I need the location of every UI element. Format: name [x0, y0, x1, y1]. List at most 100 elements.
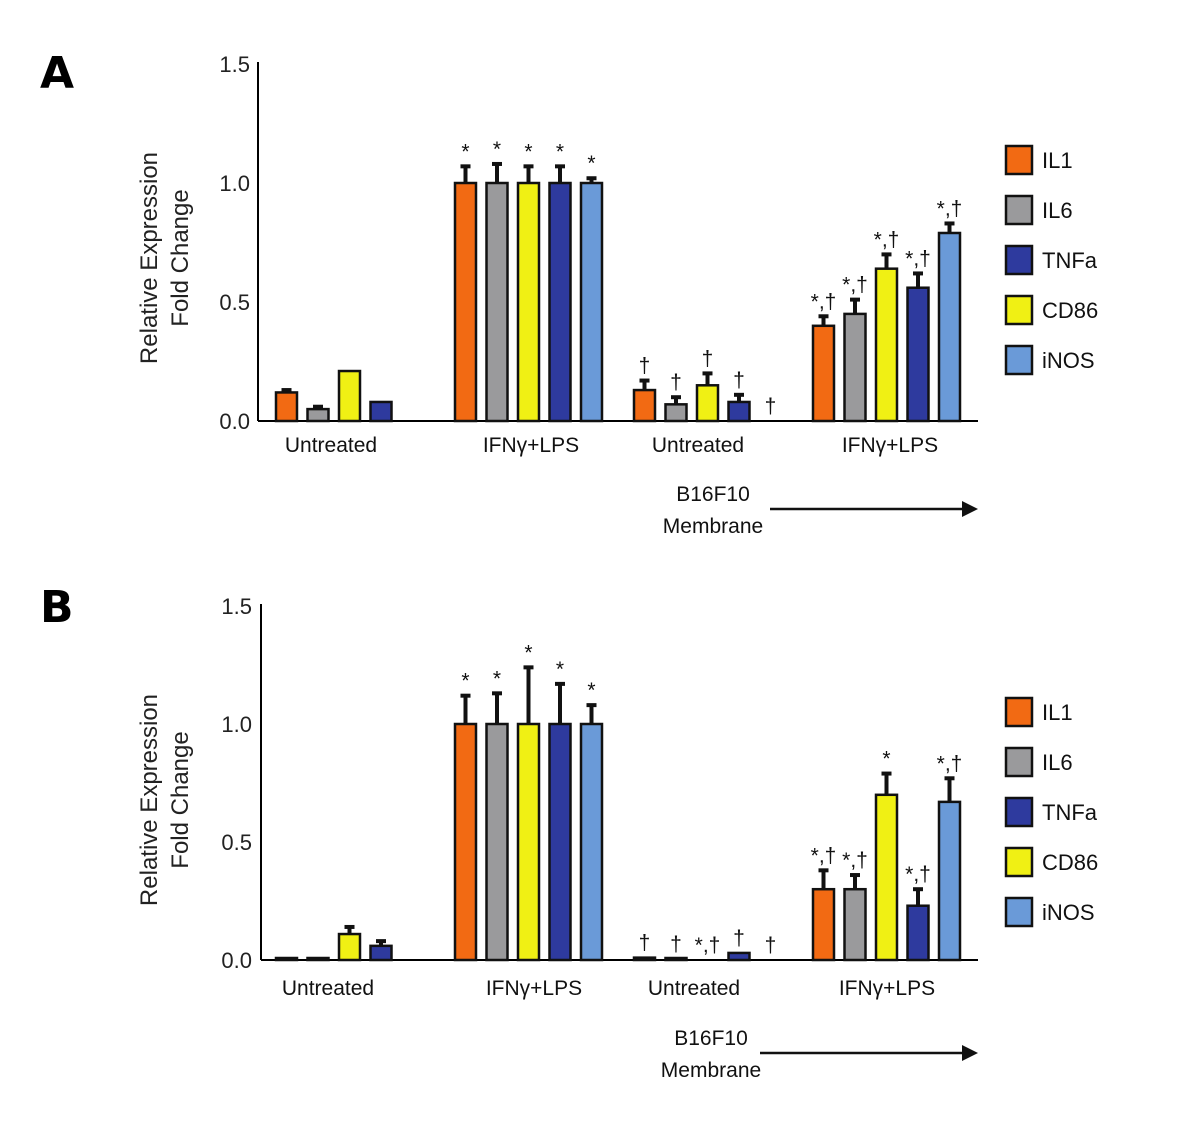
panel-b-significance-mark: * [556, 658, 564, 681]
panel-a-membrane-arrow-head [962, 501, 978, 517]
panel-a-bar-il1 [274, 391, 299, 423]
panel-b-bar-il6 [485, 722, 509, 962]
panel-b-significance-mark: † [765, 934, 777, 957]
panel-a-significance-mark: *,† [874, 228, 900, 251]
panel-a-significance-mark: * [524, 140, 532, 163]
panel-a-significance-mark: *,† [905, 247, 931, 270]
panel-a-significance-mark: *,† [937, 197, 963, 220]
panel-b-group-label: IFNγ+LPS [839, 977, 935, 1000]
panel-a-bar-inos [937, 231, 962, 423]
panel-b-letter: B [40, 582, 74, 633]
panel-a-membrane-label-line2: Membrane [663, 515, 763, 538]
panel-b-bar-cd86 [337, 932, 362, 962]
panel-b-bar-cd86 [874, 793, 899, 962]
panel-b-significance-mark: *,† [695, 934, 721, 957]
panel-a-y-tick-label: 1.5 [219, 52, 250, 77]
panel-b-legend-label-cd86: CD86 [1042, 850, 1098, 875]
panel-b-legend-swatch-inos [1004, 896, 1034, 928]
panel-a-bar-il6 [306, 407, 330, 423]
panel-b-group-label: Untreated [648, 977, 740, 1000]
panel-b-legend-label-il1: IL1 [1042, 700, 1073, 725]
panel-b-y-tick-label: 1.0 [221, 712, 252, 737]
panel-b-bar-tnfa [548, 722, 572, 962]
panel-b-bar-tnfa [369, 944, 393, 962]
panel-a-legend-label-il1: IL1 [1042, 148, 1073, 173]
panel-a-y-tick-label: 0.0 [219, 409, 250, 434]
panel-b-significance-mark: † [670, 933, 682, 956]
panel-a-y-tick-label: 0.5 [219, 290, 250, 315]
panel-a-significance-mark: † [670, 371, 682, 394]
panel-b-bar-il1 [274, 956, 299, 962]
panel-b-significance-mark: * [461, 670, 469, 693]
panel-b-significance-mark: *,† [842, 849, 868, 872]
panel-b-group-label: Untreated [282, 977, 374, 1000]
panel-b: B 0.0 0.5 1.0 1.5 Relative Expression Fold Ch… [40, 582, 1098, 1082]
panel-b-legend-swatch-tnfa [1004, 796, 1034, 828]
panel-a-significance-mark: † [765, 395, 777, 418]
panel-a-significance-mark: *,† [842, 274, 868, 297]
panel-b-significance-mark: † [733, 927, 745, 950]
panel-a-legend-swatch-cd86 [1004, 294, 1034, 326]
panel-b-y-tick-label: 0.5 [221, 830, 252, 855]
panel-a-significance-mark: † [733, 369, 745, 392]
panel-a-y-tick-label: 1.0 [219, 171, 250, 196]
panel-b-membrane-label-line2: Membrane [661, 1059, 761, 1082]
panel-b-membrane-label-line1: B16F10 [674, 1027, 748, 1050]
panel-a-group-label: IFNγ+LPS [483, 434, 579, 457]
panel-b-y-tick-label: 1.5 [221, 594, 252, 619]
panel-b-y-axis-subtitle: Fold Change [167, 731, 194, 868]
panel-b-legend-swatch-il6 [1004, 746, 1034, 778]
panel-b-bar-il6 [664, 956, 688, 962]
panel-b-significance-mark: † [639, 932, 651, 955]
panel-a-legend-swatch-tnfa [1004, 244, 1034, 276]
panel-a-significance-mark: * [493, 138, 501, 161]
panel-a-bar-inos [579, 181, 604, 423]
panel-a-group-label: IFNγ+LPS [842, 434, 938, 457]
panel-b-bar-il1 [811, 887, 836, 962]
panel-a-legend-swatch-il1 [1004, 144, 1034, 176]
panel-b-y-axis-title: Relative Expression [136, 694, 163, 906]
panel-a-bar-cd86 [337, 369, 362, 423]
panel-a-bar-il6 [664, 403, 688, 423]
panel-a-bar-tnfa [548, 181, 572, 423]
panel-a-legend-label-il6: IL6 [1042, 198, 1073, 223]
panel-b-bar-tnfa [727, 951, 751, 962]
panel-a-bar-il1 [453, 181, 478, 423]
panel-a-bar-tnfa [906, 286, 930, 423]
panel-b-bar-il6 [843, 887, 867, 962]
panel-b-bar-cd86 [516, 722, 541, 962]
panel-a-bar-cd86 [695, 384, 720, 423]
panel-a-y-axis-title: Relative Expression [136, 152, 163, 364]
panel-a-letter: A [40, 48, 74, 99]
panel-b-bar-inos [579, 722, 604, 962]
panel-a-legend-swatch-il6 [1004, 194, 1034, 226]
panel-a-bar-tnfa [727, 400, 751, 423]
panel-b-bar-il1 [453, 722, 478, 962]
panel-a-significance-mark: * [587, 152, 595, 175]
panel-a-bar-cd86 [874, 267, 899, 423]
panel-a-group-label: Untreated [652, 434, 744, 457]
panel-b-bar-tnfa [906, 904, 930, 962]
panel-b-legend-swatch-cd86 [1004, 846, 1034, 878]
panel-b-significance-mark: *,† [811, 844, 837, 867]
panel-a-significance-mark: * [556, 140, 564, 163]
panel-b-bar-il6 [306, 956, 330, 962]
panel-a-membrane-label-line1: B16F10 [676, 483, 750, 506]
panel-a-group-label: Untreated [285, 434, 377, 457]
panel-b-significance-mark: * [882, 748, 890, 771]
panel-b-group-label: IFNγ+LPS [486, 977, 582, 1000]
panel-a-significance-mark: † [702, 347, 714, 370]
panel-a-legend-swatch-inos [1004, 344, 1034, 376]
panel-a-bar-cd86 [516, 181, 541, 423]
panel-b-significance-mark: *,† [937, 752, 963, 775]
panel-b-significance-mark: * [524, 641, 532, 664]
panel-a-bar-tnfa [369, 400, 393, 423]
panel-b-legend-label-il6: IL6 [1042, 750, 1073, 775]
panel-a-bar-il6 [843, 312, 867, 423]
panel-a-significance-mark: * [461, 140, 469, 163]
panel-a-bar-il1 [632, 388, 657, 423]
panel-a-significance-mark: † [639, 355, 651, 378]
panel-a-significance-mark: *,† [811, 290, 837, 313]
panel-b-y-tick-label: 0.0 [221, 948, 252, 973]
